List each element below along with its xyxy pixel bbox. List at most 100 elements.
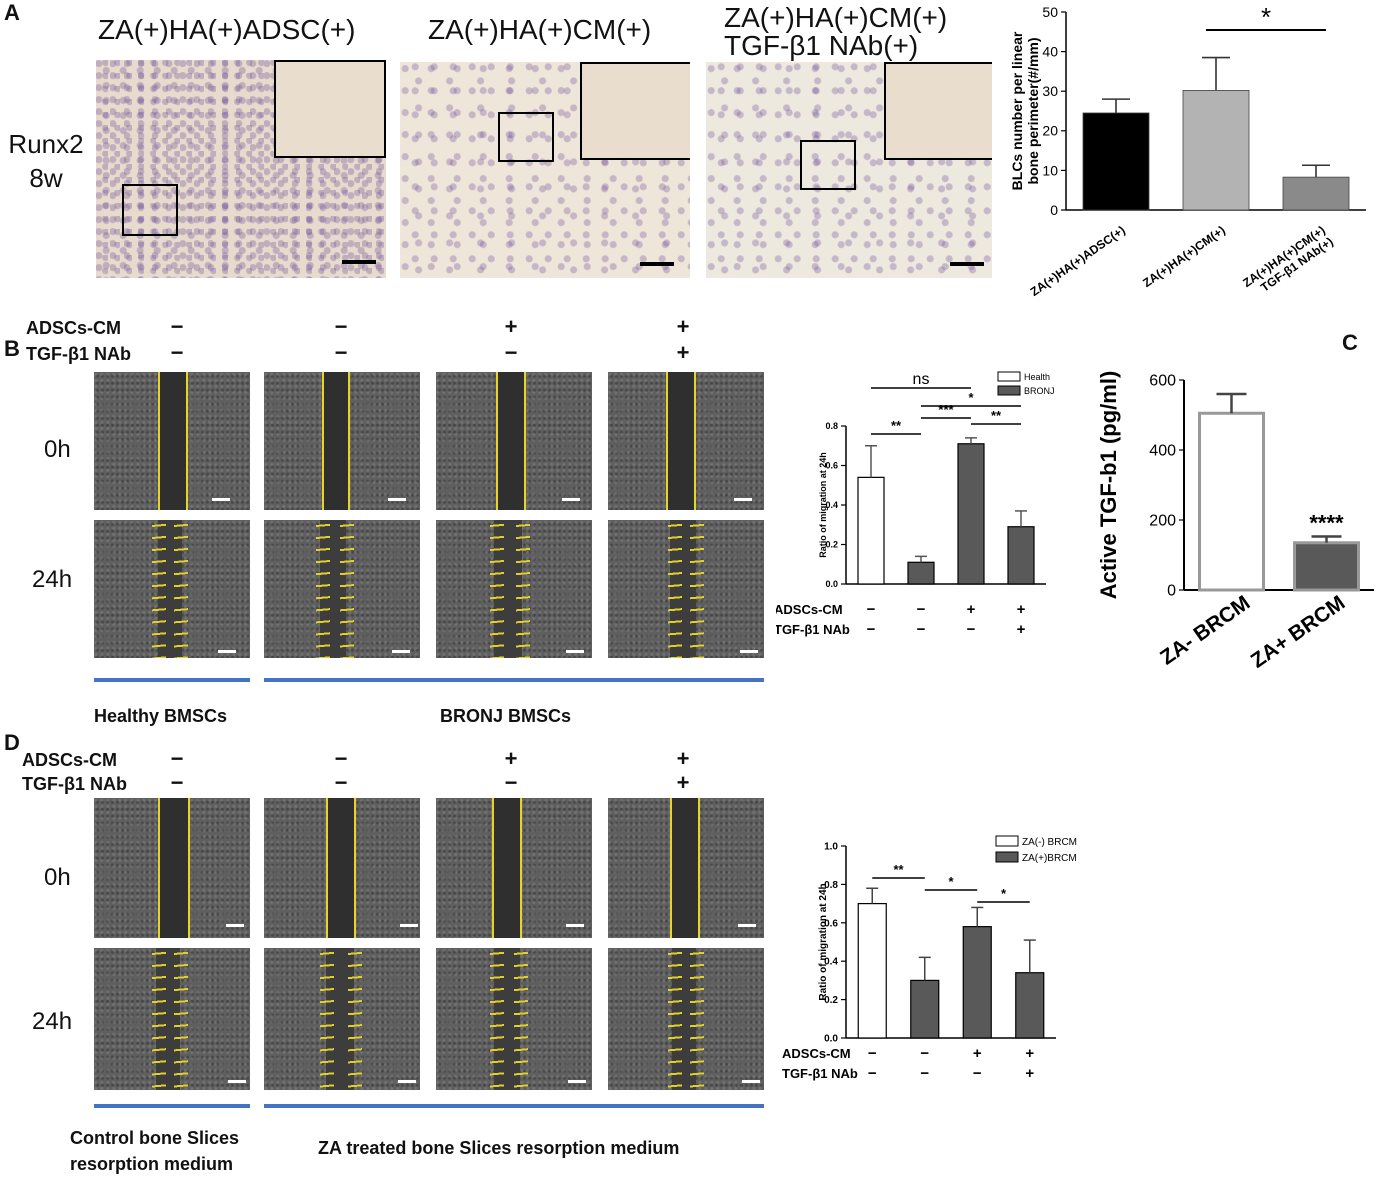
bar-4 <box>1015 972 1045 1039</box>
y-tick-label: 0.2 <box>824 995 838 1006</box>
scratch-d-24h-3 <box>436 948 592 1090</box>
x-row2-sign: − <box>867 621 876 638</box>
scale-bar-1 <box>342 260 376 264</box>
stain-label: Runx2 <box>8 129 84 159</box>
y-tick-label: 40 <box>1042 44 1058 60</box>
scratch-b-0h-2 <box>264 372 420 510</box>
scratch-d-24h-4 <box>608 948 764 1090</box>
significance-label: ** <box>893 862 904 877</box>
panel-a-title-2: ZA(+)HA(+)CM(+) <box>428 14 652 45</box>
legend-label-2: ZA(+)BRCM <box>1022 853 1077 864</box>
y-tick-label: 10 <box>1042 162 1058 178</box>
time-label: 8w <box>29 163 63 193</box>
group-line-za <box>264 1104 764 1108</box>
panel-d-sign-2-1: − <box>170 770 184 795</box>
bar-3 <box>1282 176 1350 211</box>
group-line-bronj <box>264 678 764 682</box>
significance-label: * <box>1261 2 1271 32</box>
y-tick-label: 600 <box>1149 373 1176 390</box>
legend-label-2: BRONJ <box>1024 386 1055 396</box>
bar-4 <box>1007 526 1035 585</box>
y-tick-label: 0.8 <box>825 421 838 431</box>
x-row1-sign: + <box>973 1045 982 1062</box>
panel-d-cond1-label: ADSCs-CM <box>22 750 118 770</box>
y-tick-label: 0.6 <box>825 461 838 471</box>
scale-bar-2 <box>640 262 674 266</box>
panel-d-sign-1-4: + <box>676 746 690 771</box>
x-row2-sign: + <box>1025 1065 1034 1082</box>
y-tick-label: 0 <box>1167 583 1176 600</box>
panel-letter-d: D <box>4 730 20 755</box>
caption-bronj: BRONJ BMSCs <box>440 706 572 726</box>
x-row1-label: ADSCs-CM <box>782 1046 851 1061</box>
histology-image-2 <box>400 62 690 278</box>
y-axis-label: Active TGF-b1 (pg/ml) <box>1096 371 1121 600</box>
chart-c: 0 200 400 600 Active TGF-b1 (pg/ml) ZA- BRCMZ… <box>1096 371 1374 673</box>
x-tick-label: ZA- BRCM <box>1156 591 1254 669</box>
bar-1 <box>857 476 885 585</box>
group-line-control <box>94 1104 250 1108</box>
panel-b-cond1-label: ADSCs-CM <box>26 318 122 338</box>
bar-3 <box>957 443 985 585</box>
panel-b-row-24h: 24h <box>32 566 73 593</box>
zoom-inset-3 <box>884 62 992 160</box>
panel-b-sign-1-4: + <box>676 314 690 339</box>
zoom-inset-1 <box>274 60 386 158</box>
significance-label: * <box>1001 886 1007 901</box>
bar-3 <box>962 926 992 1039</box>
x-row2-sign: + <box>1017 621 1026 638</box>
y-tick-label: 400 <box>1149 443 1176 460</box>
chart-b-plot: 0.0 0.2 0.4 0.6 0.8 Ratio of migration at 24h… <box>776 371 1055 638</box>
y-tick-label: 0.2 <box>825 540 838 550</box>
y-tick-label: 0.8 <box>824 880 838 891</box>
significance-label: *** <box>938 402 954 417</box>
panel-b-row-0h: 0h <box>44 436 71 463</box>
scratch-d-24h-2 <box>264 948 420 1090</box>
panel-letter-b: B <box>4 336 20 361</box>
roi-box-1 <box>122 184 178 236</box>
x-row1-sign: + <box>967 601 976 618</box>
panel-d-sign-1-3: + <box>504 746 518 771</box>
panel-d-row-24h: 24h <box>32 1008 73 1035</box>
y-tick-label: 0.0 <box>824 1034 838 1045</box>
group-line-healthy <box>94 678 250 682</box>
significance-label: ns <box>913 371 930 388</box>
bar-2 <box>910 979 940 1039</box>
panel-d-sign-1-2: − <box>334 746 348 771</box>
histology-image-1 <box>96 60 386 278</box>
bar-1 <box>857 902 887 1039</box>
x-row2-sign: − <box>973 1065 982 1082</box>
chart-d-plot: 0.0 0.2 0.4 0.6 0.8 1.0 Ratio of migration at … <box>782 835 1077 1082</box>
x-row1-sign: + <box>1025 1045 1034 1062</box>
panel-a-title-1: ZA(+)HA(+)ADSC(+) <box>98 14 356 45</box>
x-row1-sign: − <box>917 601 926 618</box>
legend-swatch-2 <box>997 385 1021 396</box>
significance-label: ** <box>991 408 1002 423</box>
x-row2-label: TGF-β1 NAb <box>782 1066 858 1081</box>
panel-d-sign-2-4: + <box>676 770 690 795</box>
x-row1-sign: − <box>868 1045 877 1062</box>
x-row2-sign: − <box>920 1065 929 1082</box>
significance-label: * <box>968 390 974 405</box>
legend-swatch-1 <box>995 835 1019 847</box>
scale-bar-3 <box>950 262 984 266</box>
scratch-b-0h-4 <box>608 372 764 510</box>
legend-swatch-2 <box>995 851 1019 863</box>
x-row1-sign: − <box>867 601 876 618</box>
y-axis-label: BLCs number per linearbone perimeter(#/m… <box>1009 31 1041 190</box>
panel-b-sign-2-2: − <box>334 340 348 365</box>
legend-label-1: Health <box>1024 372 1050 382</box>
x-tick-label: ZA(+)HA(+)CM(+)TGF-β1 NAb(+) <box>1240 223 1336 302</box>
legend-label-1: ZA(-) BRCM <box>1022 837 1077 848</box>
scratch-b-24h-4 <box>608 520 764 658</box>
bar-2 <box>907 561 935 585</box>
bar-2 <box>1182 90 1250 211</box>
bar-1 <box>1082 112 1150 211</box>
panel-d-sign-2-2: − <box>334 770 348 795</box>
scratch-d-0h-3 <box>436 798 592 938</box>
y-axis-label: Ratio of migration at 24h <box>818 452 828 558</box>
y-tick-label: 50 <box>1042 4 1058 20</box>
roi-box-3 <box>800 140 856 190</box>
bar-2 <box>1293 541 1360 592</box>
significance-label: * <box>948 874 954 889</box>
